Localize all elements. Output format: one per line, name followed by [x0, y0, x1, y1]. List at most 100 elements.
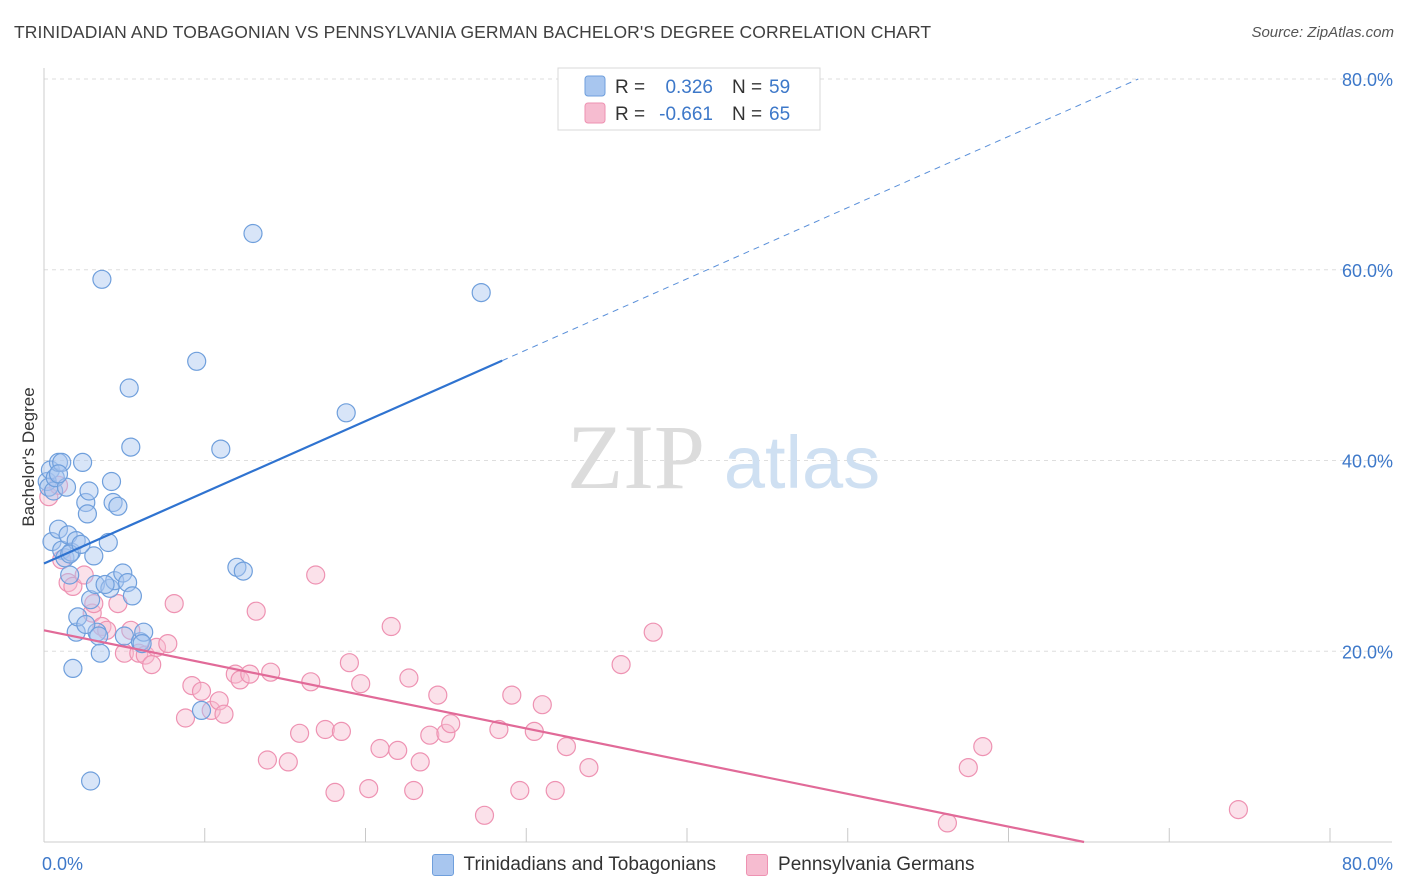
- point-pennsylvania-germans-30: [257, 750, 277, 770]
- point-trinidadians-37: [114, 626, 135, 646]
- point-trinidadians-18: [77, 504, 98, 524]
- point-trinidadians-20: [80, 590, 101, 610]
- legend-swatch-trinidadians: [431, 854, 454, 876]
- trend-line-pennsylvania-germans: [43, 629, 1085, 844]
- legend-label-pennsylvania-germans: Pennsylvania Germans: [778, 854, 975, 875]
- point-trinidadians-32: [101, 471, 122, 492]
- point-trinidadians-41: [121, 437, 141, 457]
- point-pennsylvania-germans-21: [191, 681, 212, 701]
- x-tick-label-max: 80.0%: [1342, 854, 1393, 874]
- point-trinidadians-45: [187, 351, 207, 371]
- point-pennsylvania-germans-22: [201, 700, 221, 721]
- point-pennsylvania-germans-24: [214, 704, 234, 724]
- point-pennsylvania-germans-46: [410, 752, 430, 772]
- legend-top: R = 0.326 N = 59 R = -0.661 N = 65: [557, 67, 821, 131]
- point-pennsylvania-germans-35: [315, 719, 335, 740]
- point-pennsylvania-germans-38: [339, 653, 359, 673]
- point-trinidadians-50: [243, 223, 263, 244]
- point-pennsylvania-germans-63: [958, 757, 978, 778]
- series-trinidadians: [37, 223, 491, 791]
- point-pennsylvania-germans-41: [370, 738, 390, 759]
- point-pennsylvania-germans-18: [164, 593, 184, 614]
- point-trinidadians-14: [60, 565, 80, 585]
- point-trinidadians-49: [233, 561, 253, 581]
- point-pennsylvania-germans-39: [351, 674, 371, 694]
- point-pennsylvania-germans-20: [182, 675, 202, 696]
- point-trinidadians-57: [132, 633, 152, 654]
- point-pennsylvania-germans-44: [399, 668, 419, 688]
- legend-r-label-2: R =: [615, 104, 645, 125]
- x-tick-label-min: 0.0%: [42, 854, 83, 874]
- legend-item-trinidadians: Trinidadians and Tobagonians: [431, 852, 717, 878]
- chart-source: Source: ZipAtlas.com: [1251, 24, 1394, 41]
- point-trinidadians-28: [90, 643, 110, 663]
- legend-label-trinidadians: Trinidadians and Tobagonians: [463, 854, 717, 875]
- legend-n-value-1: 59: [769, 77, 790, 98]
- point-pennsylvania-germans-62: [937, 813, 958, 833]
- point-trinidadians-58: [95, 574, 115, 595]
- legend-bottom: Trinidadians and Tobagonians Pennsylvani…: [0, 852, 1406, 878]
- trend-lines: [43, 78, 1139, 844]
- legend-r-label-1: R =: [615, 77, 645, 98]
- trend-line-trinidadians: [43, 359, 503, 565]
- point-trinidadians-51: [336, 403, 356, 423]
- point-trinidadians-54: [48, 464, 69, 484]
- point-pennsylvania-germans-32: [290, 723, 310, 743]
- legend-n-label-2: N =: [732, 104, 762, 125]
- y-tick-labels: 20.0% 40.0% 60.0% 80.0%: [1342, 70, 1393, 662]
- point-pennsylvania-germans-61: [643, 622, 663, 642]
- legend-r-value-1: 0.326: [665, 77, 713, 98]
- point-trinidadians-9: [48, 519, 69, 539]
- point-pennsylvania-germans-59: [579, 757, 599, 778]
- trend-line-extension-trinidadians: [501, 78, 1139, 362]
- legend-swatch-pennsylvania-germans: [746, 854, 769, 876]
- point-trinidadians-35: [108, 496, 128, 516]
- point-pennsylvania-germans-4: [63, 576, 83, 597]
- y-tick-label-80: 80.0%: [1342, 70, 1393, 90]
- point-pennsylvania-germans-48: [428, 685, 448, 705]
- legend-item-pennsylvania-germans: Pennsylvania Germans: [746, 852, 974, 878]
- point-pennsylvania-germans-58: [556, 736, 577, 757]
- point-pennsylvania-germans-64: [973, 736, 993, 757]
- point-trinidadians-22: [85, 574, 106, 595]
- y-tick-label-60: 60.0%: [1342, 261, 1393, 281]
- point-pennsylvania-germans-50: [441, 714, 461, 734]
- point-pennsylvania-germans-36: [325, 782, 345, 803]
- point-pennsylvania-germans-54: [510, 780, 530, 801]
- point-pennsylvania-germans-45: [404, 780, 424, 801]
- y-tick-label-20: 20.0%: [1342, 642, 1393, 662]
- point-pennsylvania-germans-56: [532, 695, 552, 715]
- point-trinidadians-36: [113, 563, 133, 583]
- point-trinidadians-46: [191, 700, 212, 721]
- legend-r-value-2: -0.661: [659, 104, 713, 125]
- point-pennsylvania-germans-60: [611, 654, 631, 675]
- legend-swatch-blue: [584, 75, 606, 97]
- point-pennsylvania-germans-15: [142, 654, 162, 675]
- axes: [43, 68, 1392, 843]
- watermark-zip: ZIP: [567, 406, 705, 508]
- watermark-atlas: atlas: [724, 421, 880, 504]
- legend-n-value-2: 65: [769, 104, 790, 125]
- point-trinidadians-7: [52, 452, 72, 472]
- y-tick-label-40: 40.0%: [1342, 452, 1393, 472]
- point-trinidadians-21: [84, 546, 104, 566]
- y-axis-label: Bachelor's Degree: [19, 387, 38, 526]
- point-pennsylvania-germans-49: [436, 723, 456, 743]
- point-pennsylvania-germans-43: [388, 740, 408, 761]
- point-trinidadians-26: [76, 614, 96, 635]
- legend-swatch-pink: [584, 102, 606, 124]
- point-trinidadians-19: [79, 481, 99, 501]
- point-pennsylvania-germans-40: [359, 778, 379, 799]
- point-pennsylvania-germans-37: [331, 721, 351, 742]
- point-pennsylvania-germans-31: [278, 752, 298, 772]
- point-trinidadians-47: [211, 439, 231, 459]
- point-pennsylvania-germans-34: [306, 565, 326, 585]
- point-trinidadians-44: [92, 269, 112, 289]
- point-trinidadians-29: [63, 658, 83, 679]
- point-trinidadians-52: [471, 283, 491, 303]
- point-pennsylvania-germans-17: [158, 633, 178, 654]
- point-pennsylvania-germans-5: [74, 565, 94, 585]
- point-pennsylvania-germans-65: [1228, 799, 1249, 820]
- point-trinidadians-25: [68, 607, 88, 627]
